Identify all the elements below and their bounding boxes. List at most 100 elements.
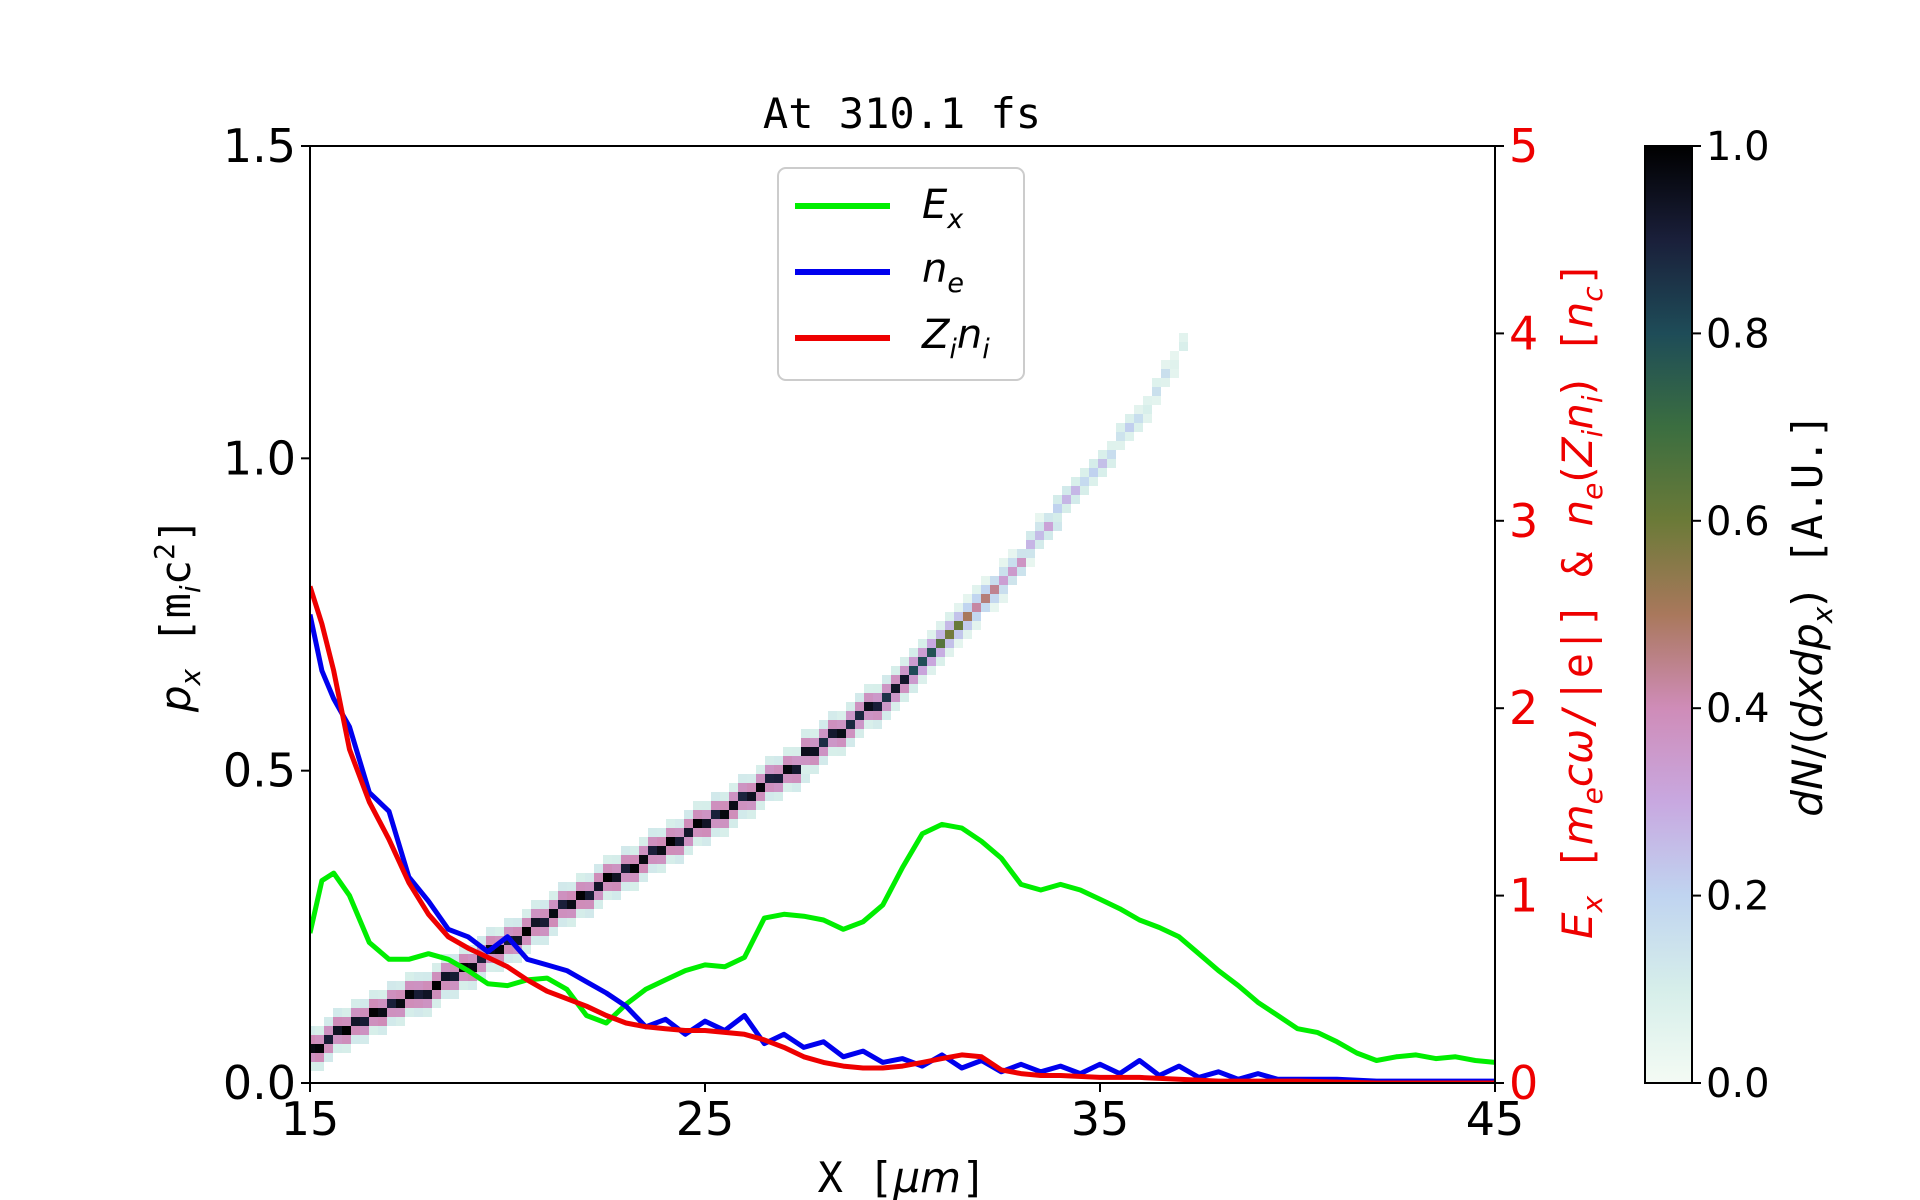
heatmap-cell (333, 1008, 342, 1017)
heatmap-cell (909, 648, 918, 657)
heatmap-cell (900, 693, 909, 702)
heatmap-cell (513, 927, 522, 936)
heatmap-cell (378, 1008, 387, 1017)
heatmap-cell (1071, 486, 1080, 495)
heatmap-cell (540, 936, 549, 945)
heatmap-cell (936, 630, 945, 639)
colorbar-tick-label: 1.0 (1706, 124, 1770, 170)
heatmap-cell (477, 963, 486, 972)
heatmap-cell (1179, 333, 1188, 342)
heatmap-cell (648, 864, 657, 873)
heatmap-cell (567, 882, 576, 891)
heatmap-cell (846, 702, 855, 711)
heatmap-cell (648, 828, 657, 837)
heatmap-cell (621, 846, 630, 855)
heatmap-cell (729, 810, 738, 819)
heatmap-cell (360, 999, 369, 1008)
heatmap-cell (1008, 558, 1017, 567)
heatmap-cell (459, 972, 468, 981)
heatmap-cell (315, 1062, 324, 1071)
heatmap-cell (738, 801, 747, 810)
heatmap-cell (945, 639, 954, 648)
heatmap-cell (405, 981, 414, 990)
heatmap-cell (1134, 405, 1143, 414)
heatmap-cell (558, 918, 567, 927)
heatmap-cell (909, 666, 918, 675)
heatmap-cell (891, 684, 900, 693)
legend-label-zini: Zini (921, 312, 990, 365)
heatmap-cell (324, 1035, 333, 1044)
heatmap-cell (792, 774, 801, 783)
series-line-zini (310, 585, 1495, 1083)
heatmap-cell (927, 639, 936, 648)
heatmap-cell (900, 684, 909, 693)
colorbar-tick-label: 0.4 (1706, 686, 1770, 732)
heatmap-cell (1080, 477, 1089, 486)
legend-label-ex: Ex (922, 182, 964, 235)
heatmap-cell (522, 927, 531, 936)
heatmap-cell (1008, 576, 1017, 585)
heatmap-cell (792, 783, 801, 792)
heatmap-cell (369, 1008, 378, 1017)
heatmap-cell (873, 711, 882, 720)
heatmap-cell (900, 657, 909, 666)
heatmap-cell (729, 819, 738, 828)
heatmap-cell (414, 1008, 423, 1017)
heatmap-cell (585, 909, 594, 918)
heatmap-cell (432, 990, 441, 999)
heatmap-cell (936, 648, 945, 657)
heatmap-cell (837, 720, 846, 729)
heatmap-cell (414, 972, 423, 981)
x-tick-label: 45 (1466, 1092, 1525, 1146)
heatmap-cell (891, 675, 900, 684)
heatmap-cell (801, 756, 810, 765)
heatmap-cell (1053, 504, 1062, 513)
heatmap-cell (864, 702, 873, 711)
heatmap-cell (684, 819, 693, 828)
heatmap-cell (1026, 540, 1035, 549)
series-line-ex (310, 821, 1495, 1065)
heatmap-cell (315, 1053, 324, 1062)
heatmap-cell (576, 891, 585, 900)
heatmap-cell (1026, 531, 1035, 540)
heatmap-cell (738, 774, 747, 783)
heatmap-cell (369, 1017, 378, 1026)
heatmap-cell (1026, 549, 1035, 558)
right-y-tick-label: 4 (1509, 306, 1538, 360)
heatmap-cell (765, 765, 774, 774)
heatmap-cell (1152, 387, 1161, 396)
heatmap-cell (738, 810, 747, 819)
heatmap-cell (657, 855, 666, 864)
heatmap-cell (675, 828, 684, 837)
heatmap-cell (423, 972, 432, 981)
heatmap-cell (549, 909, 558, 918)
heatmap-cell (765, 774, 774, 783)
heatmap-cell (990, 576, 999, 585)
heatmap-cell (711, 828, 720, 837)
heatmap-cell (927, 648, 936, 657)
heatmap-cell (945, 630, 954, 639)
heatmap-cell (729, 801, 738, 810)
heatmap-cell (549, 918, 558, 927)
heatmap-cell (342, 1044, 351, 1053)
heatmap-cell (423, 999, 432, 1008)
heatmap-cell (783, 774, 792, 783)
heatmap-cell (369, 1026, 378, 1035)
heatmap-cell (1017, 567, 1026, 576)
heatmap-cell (324, 1053, 333, 1062)
heatmap-cell (603, 864, 612, 873)
heatmap-cell (594, 891, 603, 900)
heatmap-cell (756, 765, 765, 774)
heatmap-cell (810, 738, 819, 747)
heatmap-cell (765, 756, 774, 765)
heatmap-cell (837, 747, 846, 756)
heatmap-cell (594, 900, 603, 909)
heatmap-cell (882, 693, 891, 702)
heatmap-cell (738, 783, 747, 792)
left-y-tick-label: 0.5 (223, 744, 296, 798)
heatmap-cell (441, 990, 450, 999)
heatmap-cell (900, 675, 909, 684)
heatmap-cell (477, 972, 486, 981)
heatmap-cell (612, 864, 621, 873)
heatmap-cell (639, 855, 648, 864)
